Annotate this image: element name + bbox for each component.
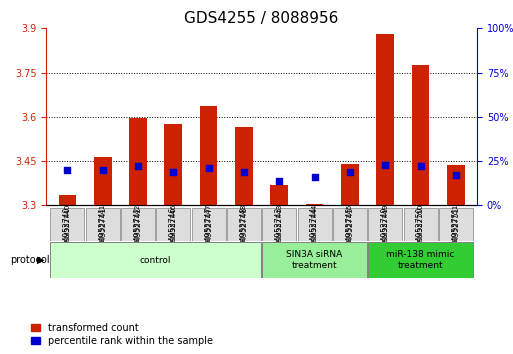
- Text: GSM952746: GSM952746: [170, 204, 176, 246]
- Text: GSM952751: GSM952751: [453, 204, 459, 246]
- Bar: [94, 156, 111, 205]
- FancyBboxPatch shape: [50, 242, 261, 278]
- Text: GSM952742: GSM952742: [133, 207, 143, 253]
- Bar: [270, 185, 288, 205]
- FancyBboxPatch shape: [439, 208, 473, 241]
- Text: GSM952746: GSM952746: [169, 207, 178, 253]
- FancyBboxPatch shape: [262, 208, 296, 241]
- Bar: [306, 204, 323, 205]
- Text: miR-138 mimic
treatment: miR-138 mimic treatment: [386, 251, 455, 270]
- Text: GSM952740: GSM952740: [64, 204, 70, 246]
- Text: GSM952744: GSM952744: [310, 207, 319, 253]
- Bar: [200, 107, 218, 205]
- Point: [134, 164, 142, 169]
- Text: GSM952748: GSM952748: [240, 207, 248, 253]
- Bar: [129, 118, 147, 205]
- Text: GSM952747: GSM952747: [206, 204, 212, 246]
- Bar: [447, 165, 465, 205]
- FancyBboxPatch shape: [404, 208, 438, 241]
- Point: [417, 164, 425, 169]
- Text: GSM952750: GSM952750: [416, 207, 425, 253]
- Text: GSM952749: GSM952749: [382, 204, 388, 246]
- FancyBboxPatch shape: [192, 208, 226, 241]
- Text: GSM952751: GSM952751: [451, 207, 460, 253]
- Text: GSM952741: GSM952741: [98, 207, 107, 253]
- Text: GSM952745: GSM952745: [347, 204, 353, 246]
- Text: protocol: protocol: [10, 255, 50, 265]
- Point: [346, 169, 354, 175]
- Point: [452, 172, 460, 178]
- FancyBboxPatch shape: [368, 242, 473, 278]
- FancyBboxPatch shape: [227, 208, 261, 241]
- Text: control: control: [140, 256, 171, 265]
- Point: [98, 167, 107, 173]
- Title: GDS4255 / 8088956: GDS4255 / 8088956: [185, 11, 339, 26]
- Bar: [58, 195, 76, 205]
- Point: [205, 165, 213, 171]
- Text: GSM952744: GSM952744: [311, 204, 318, 246]
- Text: ▶: ▶: [37, 255, 45, 265]
- Point: [310, 174, 319, 180]
- Point: [275, 178, 283, 183]
- FancyBboxPatch shape: [262, 242, 367, 278]
- Text: GSM952750: GSM952750: [418, 204, 424, 246]
- Text: GSM952743: GSM952743: [275, 207, 284, 253]
- Point: [240, 169, 248, 175]
- FancyBboxPatch shape: [86, 208, 120, 241]
- FancyBboxPatch shape: [333, 208, 367, 241]
- Text: GSM952741: GSM952741: [100, 204, 106, 246]
- Text: GSM952743: GSM952743: [277, 204, 282, 246]
- Text: GSM952749: GSM952749: [381, 207, 390, 253]
- Text: GSM952745: GSM952745: [345, 207, 354, 253]
- Text: SIN3A siRNA
treatment: SIN3A siRNA treatment: [286, 251, 343, 270]
- Text: GSM952740: GSM952740: [63, 207, 72, 253]
- Bar: [412, 65, 429, 205]
- Legend: transformed count, percentile rank within the sample: transformed count, percentile rank withi…: [30, 323, 213, 346]
- Bar: [235, 127, 253, 205]
- Text: GSM952742: GSM952742: [135, 204, 141, 246]
- FancyBboxPatch shape: [156, 208, 190, 241]
- Bar: [377, 34, 394, 205]
- FancyBboxPatch shape: [121, 208, 155, 241]
- Point: [169, 169, 177, 175]
- Point: [381, 162, 389, 167]
- Text: GSM952747: GSM952747: [204, 207, 213, 253]
- FancyBboxPatch shape: [298, 208, 331, 241]
- Text: GSM952748: GSM952748: [241, 204, 247, 246]
- Point: [63, 167, 71, 173]
- FancyBboxPatch shape: [50, 208, 84, 241]
- Bar: [341, 164, 359, 205]
- FancyBboxPatch shape: [368, 208, 402, 241]
- Bar: [165, 124, 182, 205]
